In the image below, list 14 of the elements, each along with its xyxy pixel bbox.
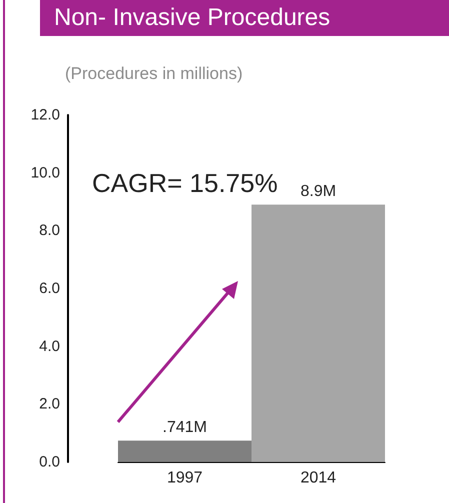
x-tick-label: 2014 (300, 470, 336, 486)
y-tick-label: 4.0 (39, 338, 60, 355)
y-tick-label: 2.0 (39, 396, 60, 413)
y-tick-label: 0.0 (39, 454, 60, 470)
y-tick-label: 12.0 (30, 106, 60, 124)
y-tick-label: 6.0 (39, 280, 60, 297)
data-label: .741M (162, 419, 207, 436)
chart-subtitle: (Procedures in millions) (65, 64, 243, 84)
chart-title: Non- Invasive Procedures (40, 0, 449, 36)
y-tick-label: 10.0 (30, 164, 60, 182)
annotation: CAGR= 15.75% (92, 168, 278, 199)
x-tick-label: 1997 (166, 470, 203, 486)
y-tick-label: 8.0 (39, 222, 60, 240)
data-label: 8.9M (300, 183, 336, 200)
